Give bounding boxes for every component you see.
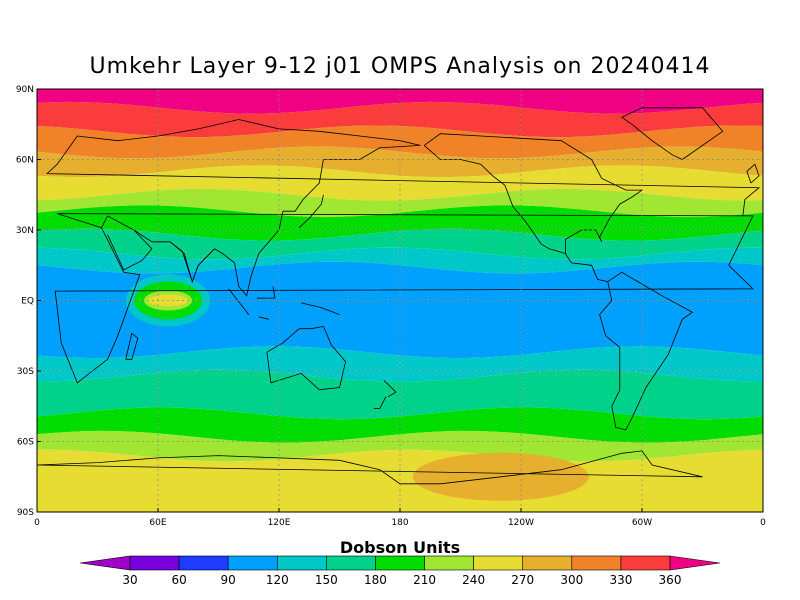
colorbar-tick-label: 300 [560,573,583,587]
lon-tick-label: 60W [632,518,652,528]
coastline-segment [258,316,269,320]
coastline-segment [54,213,754,384]
lon-tick-label: 60E [149,518,166,528]
coastline-segment [228,288,250,315]
colorbar-tick-label: 210 [413,573,436,587]
colorbar-high-arrow [669,555,721,571]
ozone-band [37,125,763,159]
lat-tick-label: 90S [17,508,34,518]
lat-tick-label: 90N [16,85,34,95]
colorbar-title: Dobson Units [339,538,461,557]
coastline-segment [599,271,694,431]
colorbar-tick-label: 120 [266,573,289,587]
ozone-band [37,165,763,201]
colorbar-tick-label: 360 [659,573,682,587]
colorbar: 30 60 90 120 150 180 210 240 270 300 330 360 [79,555,721,587]
coastline-segment [383,380,397,398]
map-title: Umkehr Layer 9-12 j01 OMPS Analysis on 2… [89,54,711,79]
colorbar-tick-label: 150 [315,573,338,587]
coastline-segment [37,450,703,485]
colorbar-swatch [571,555,622,571]
colorbar-tick-label: 180 [364,573,387,587]
colorbar-tick-label: 90 [221,573,236,587]
lon-tick-label: 120E [268,518,291,528]
lat-tick-label: 30S [17,367,34,377]
colorbar-swatch [620,555,671,571]
ozone-band [37,188,763,218]
lat-tick-label: 60S [17,438,34,448]
colorbar-swatch [424,555,474,571]
colorbar-swatch [326,555,376,571]
coastline-segment [266,325,347,391]
ozone-band [37,89,763,114]
colorbar-tick-label: 240 [462,573,485,587]
lon-tick-label: 0 [34,518,40,528]
coastline-segment [423,133,644,283]
colorbar-tick-label: 30 [122,573,137,587]
colorbar-swatch [276,555,327,571]
coastline-segment [373,396,387,409]
colorbar-swatch [473,555,524,571]
gridlines [37,89,763,512]
colorbar-tick-label: 270 [511,573,534,587]
lat-tick-label: 60N [16,156,34,166]
lon-tick-label: 0 [760,518,766,528]
lat-tick-label: EQ [21,297,34,307]
coastline-segment [301,302,340,315]
coastline-segment [101,145,421,297]
colorbar-swatch [522,555,573,571]
colorbar-low-arrow [79,555,131,571]
lat-tick-label: 30N [16,226,34,236]
coastline-segment [125,332,139,360]
colorbar-swatch [227,555,278,571]
coastline-segment [107,229,153,271]
ozone-band [37,146,763,178]
colorbar-tick-label: 60 [171,573,186,587]
coastline-segment [746,163,760,184]
colorbar-swatch [129,555,180,571]
colorbar-tick-label: 330 [609,573,632,587]
ozone-band [37,346,763,382]
ozone-band [37,430,763,462]
colorbar-swatch [375,555,425,571]
coastline-segment [256,286,276,299]
lon-tick-label: 120W [508,518,534,528]
lon-tick-label: 180 [391,518,408,528]
coastline-segment [169,241,215,283]
colorbar-swatch [178,555,229,571]
coastline-segment [298,194,324,228]
